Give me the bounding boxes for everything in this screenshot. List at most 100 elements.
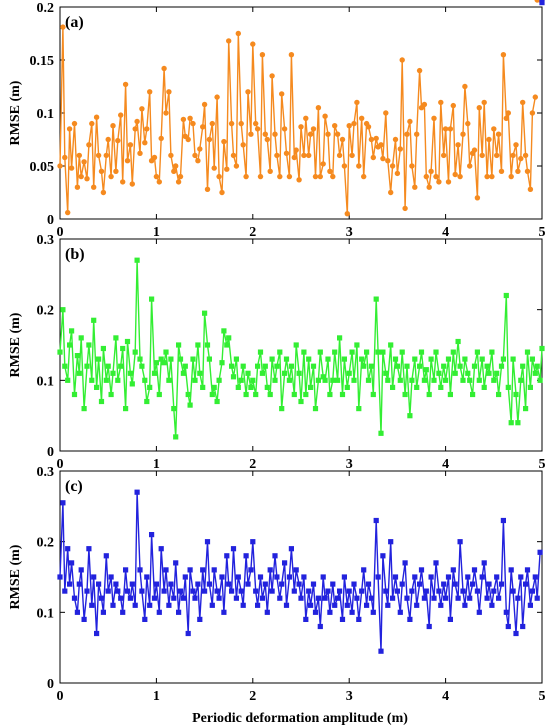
data-point bbox=[489, 173, 495, 180]
data-point bbox=[457, 539, 463, 545]
data-point bbox=[274, 363, 280, 369]
data-point bbox=[86, 142, 92, 148]
data-point bbox=[272, 131, 278, 137]
data-point bbox=[71, 595, 78, 601]
data-point bbox=[529, 588, 535, 594]
data-point bbox=[346, 588, 352, 594]
data-point bbox=[100, 189, 107, 196]
data-point bbox=[359, 588, 365, 594]
data-point bbox=[243, 173, 249, 180]
data-point bbox=[513, 391, 519, 398]
data-point bbox=[373, 517, 379, 524]
data-point bbox=[296, 177, 302, 183]
data-point bbox=[397, 377, 403, 383]
data-point bbox=[308, 602, 314, 608]
data-point bbox=[166, 89, 172, 95]
data-point bbox=[457, 173, 463, 180]
data-point bbox=[195, 342, 201, 348]
data-point bbox=[134, 118, 140, 125]
data-point bbox=[81, 406, 87, 412]
data-point bbox=[173, 560, 179, 566]
data-point bbox=[134, 489, 140, 495]
data-point bbox=[404, 131, 410, 137]
data-point bbox=[277, 173, 283, 180]
data-point bbox=[267, 391, 273, 398]
data-point bbox=[500, 52, 507, 58]
data-point bbox=[281, 126, 288, 132]
data-point bbox=[388, 189, 394, 196]
data-point bbox=[539, 0, 545, 6]
data-point bbox=[253, 588, 259, 594]
data-point bbox=[341, 356, 347, 362]
data-point bbox=[322, 377, 328, 383]
y-tick-label: 0.1 bbox=[37, 606, 55, 621]
data-point bbox=[520, 623, 526, 630]
data-point bbox=[428, 356, 434, 362]
data-point bbox=[436, 179, 442, 185]
x-tick-label: 4 bbox=[442, 689, 449, 704]
data-point bbox=[515, 595, 521, 601]
data-point bbox=[161, 588, 167, 594]
data-point bbox=[368, 595, 374, 601]
x-tick-label: 1 bbox=[153, 225, 160, 240]
panel-label: (c) bbox=[65, 478, 83, 495]
data-point bbox=[158, 135, 164, 142]
data-point bbox=[383, 588, 389, 594]
data-point bbox=[197, 370, 203, 376]
data-point bbox=[144, 398, 150, 405]
data-point bbox=[105, 588, 111, 594]
data-point bbox=[414, 131, 420, 137]
y-tick-label: 0.05 bbox=[30, 160, 55, 175]
data-point bbox=[187, 402, 193, 408]
data-point bbox=[404, 363, 410, 369]
data-point bbox=[524, 349, 531, 355]
data-point bbox=[349, 609, 355, 615]
data-point bbox=[67, 581, 73, 587]
data-point bbox=[168, 581, 174, 587]
data-point bbox=[206, 136, 213, 143]
data-point bbox=[462, 356, 468, 362]
data-point bbox=[274, 152, 280, 159]
data-point bbox=[68, 165, 75, 171]
data-point bbox=[452, 171, 458, 178]
data-point bbox=[142, 616, 148, 622]
data-point bbox=[176, 342, 182, 348]
data-point bbox=[383, 110, 389, 116]
data-point bbox=[370, 154, 376, 161]
data-point bbox=[253, 391, 259, 398]
data-point bbox=[129, 381, 135, 387]
data-point bbox=[436, 370, 442, 376]
data-point bbox=[283, 150, 290, 156]
data-point bbox=[250, 377, 256, 383]
data-point bbox=[192, 595, 198, 601]
data-point bbox=[71, 120, 78, 127]
y-tick-label: 0.3 bbox=[37, 233, 55, 248]
data-point bbox=[69, 560, 75, 566]
data-point bbox=[320, 574, 326, 580]
data-point bbox=[245, 370, 251, 376]
data-point bbox=[62, 154, 68, 161]
data-point bbox=[452, 370, 458, 376]
data-point bbox=[373, 296, 379, 302]
data-point bbox=[76, 581, 82, 587]
data-point bbox=[233, 163, 240, 169]
data-point bbox=[269, 73, 275, 79]
data-point bbox=[334, 131, 341, 137]
data-point bbox=[240, 602, 246, 608]
data-point bbox=[259, 595, 265, 601]
data-point bbox=[341, 163, 348, 169]
data-point bbox=[226, 38, 232, 44]
data-point bbox=[346, 370, 352, 376]
data-point bbox=[115, 377, 121, 383]
data-point bbox=[500, 517, 506, 524]
data-point bbox=[173, 434, 179, 440]
data-point bbox=[255, 363, 261, 369]
data-point bbox=[147, 602, 153, 608]
series-line bbox=[59, 260, 543, 437]
data-point bbox=[339, 136, 346, 143]
data-point bbox=[245, 89, 251, 95]
data-point bbox=[103, 377, 109, 383]
data-point bbox=[498, 363, 505, 369]
data-point bbox=[433, 173, 439, 180]
data-point bbox=[312, 609, 319, 615]
